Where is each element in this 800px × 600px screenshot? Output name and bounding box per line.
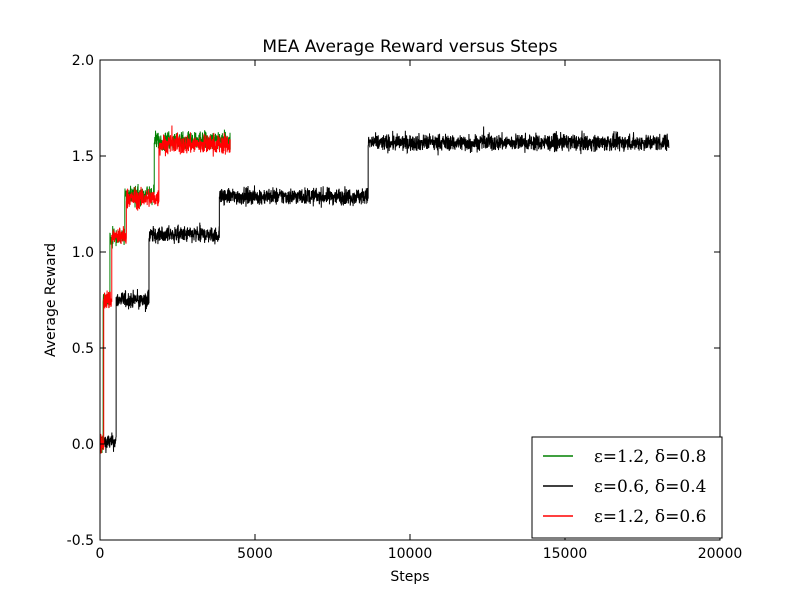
legend-label-0: ε=1.2, δ=0.8 [594, 447, 706, 467]
legend: ε=1.2, δ=0.8 ε=0.6, δ=0.4 ε=1.2, δ=0.6 [531, 436, 723, 539]
y-tick-label: 1.5 [72, 149, 94, 165]
y-axis-label: Average Reward [43, 243, 59, 357]
legend-label-2: ε=1.2, δ=0.6 [594, 507, 706, 527]
ticks-layer: 0 5000 10000 15000 20000 -0.5 0.0 0.5 1.0 1.5 2.0 [67, 53, 743, 562]
legend-box [531, 436, 723, 539]
x-tick-label: 5000 [237, 546, 273, 562]
y-tick-label: 2.0 [72, 53, 94, 69]
series-line-1 [100, 126, 670, 454]
legend-label-1: ε=0.6, δ=0.4 [594, 477, 706, 497]
series-line-2 [100, 125, 231, 454]
y-tick-label: -0.5 [67, 533, 94, 549]
x-tick-label: 0 [96, 546, 105, 562]
chart-title: MEA Average Reward versus Steps [262, 37, 557, 57]
y-tick-label: 1.0 [72, 245, 94, 261]
y-tick-label: 0.0 [72, 437, 94, 453]
x-tick-label: 15000 [543, 546, 588, 562]
x-tick-label: 20000 [698, 546, 743, 562]
series-layer [100, 125, 670, 454]
x-tick-label: 10000 [388, 546, 433, 562]
y-tick-label: 0.5 [72, 341, 94, 357]
x-axis-label: Steps [390, 569, 429, 585]
